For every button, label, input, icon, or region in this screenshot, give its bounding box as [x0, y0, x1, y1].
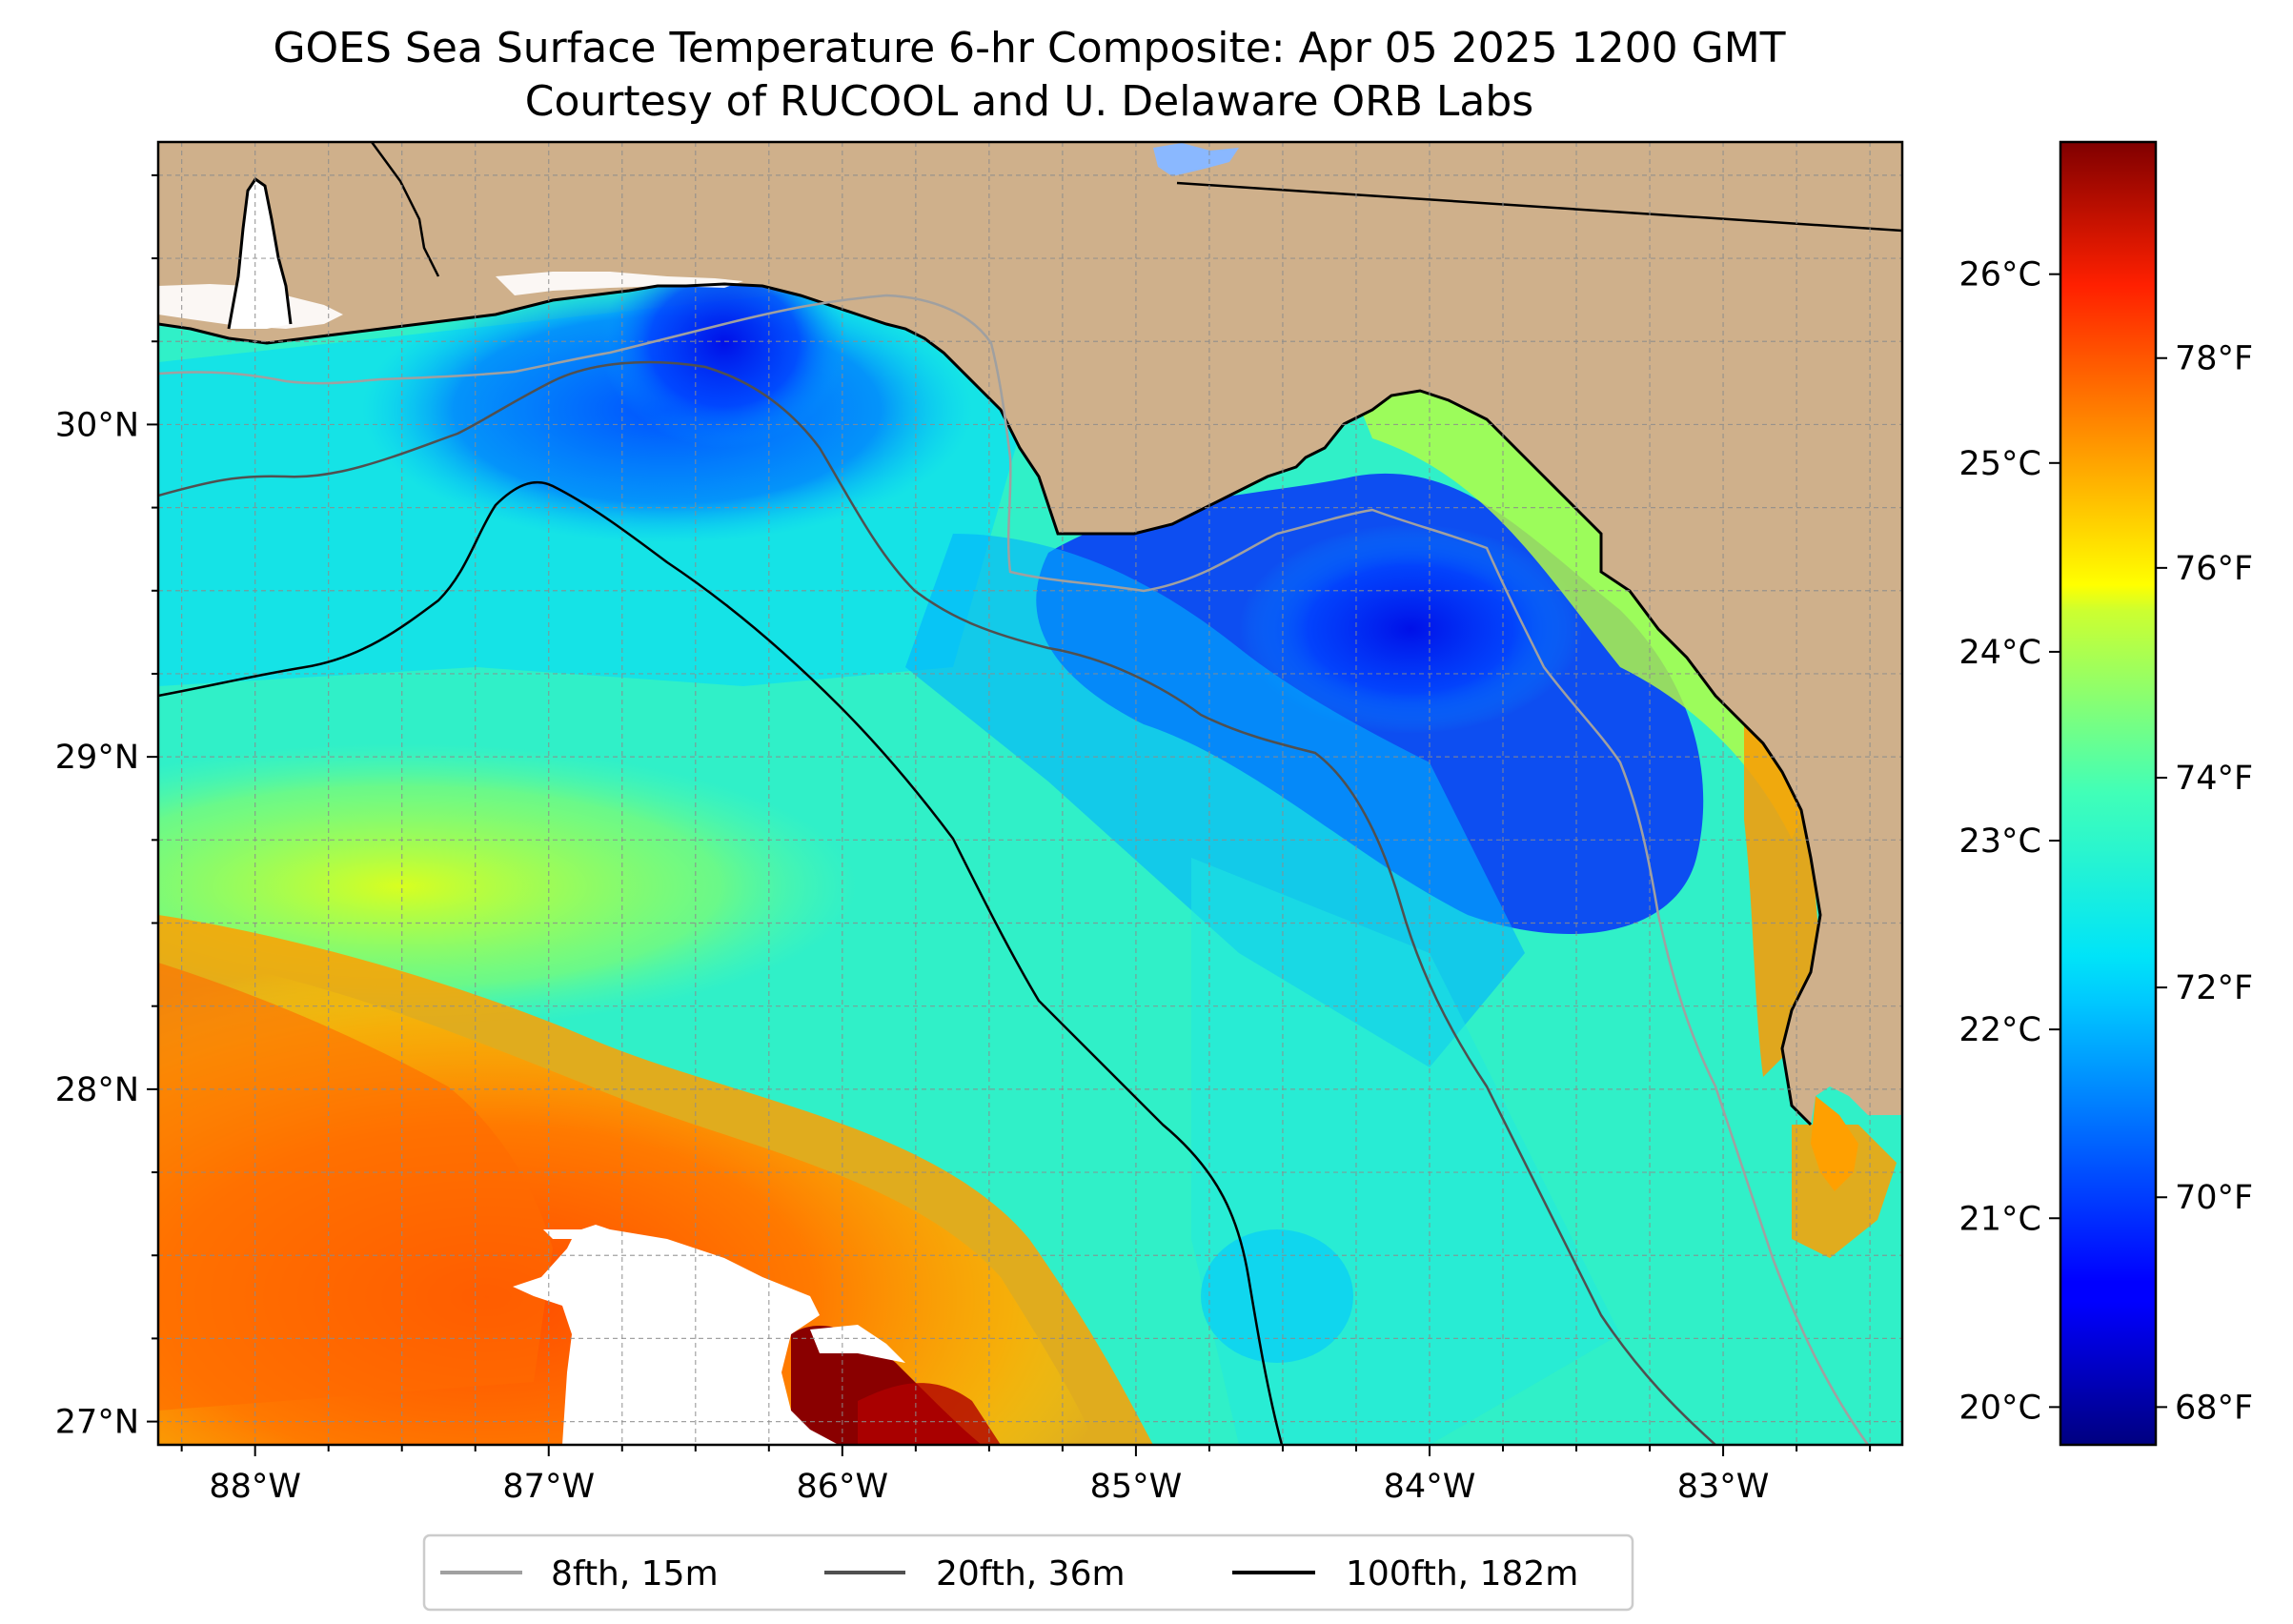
map-frame: [156, 140, 1904, 1447]
isobath-8fth-15m: [158, 294, 1870, 1445]
isobath-20fth-36m: [158, 360, 1716, 1445]
sst-field-hot-core-edge: [858, 1383, 1001, 1445]
x-tick-label: 88°W: [209, 1468, 301, 1506]
colorbar-label-f: 72°F: [2175, 969, 2253, 1007]
colorbar-label-c: 23°C: [1959, 822, 2041, 861]
legend: 8fth, 15m 20fth, 36m 100fth, 182m: [422, 1533, 1634, 1612]
sst-field-warm-core: [158, 963, 553, 1411]
sst-field-cold-center: [1239, 524, 1582, 734]
map-panel: [158, 142, 1902, 1445]
tampa-bay: [1811, 1096, 1858, 1191]
colorbar-label-f: 70°F: [2175, 1179, 2253, 1217]
state-boundary-line: [1176, 181, 1902, 233]
y-tick-label: 30°N: [55, 406, 139, 444]
x-tick-label: 84°W: [1384, 1468, 1476, 1506]
colorbar-label-f: 68°F: [2175, 1389, 2253, 1427]
colorbar-celsius-ticks: 20°C 21°C 22°C 23°C 24°C 25°C 26°C: [1959, 256, 2060, 1427]
y-tick-label: 27°N: [55, 1404, 139, 1442]
no-data-cloud-gap: [513, 1225, 839, 1445]
figure-subtitle: Courtesy of RUCOOL and U. Delaware ORB L…: [525, 77, 1533, 126]
colorbar-label-c: 26°C: [1959, 256, 2041, 294]
colorbar-label-f: 74°F: [2175, 760, 2253, 798]
x-tick-label: 83°W: [1677, 1468, 1770, 1506]
map-gridlines: [158, 142, 1902, 1445]
x-tick-label: 86°W: [797, 1468, 889, 1506]
colorbar-label-c: 22°C: [1959, 1011, 2041, 1049]
coastline-mobile-river: [370, 142, 440, 277]
colorbar-label-c: 21°C: [1959, 1200, 2041, 1238]
colorbar-label-f: 78°F: [2175, 340, 2253, 378]
coastline: [158, 282, 1822, 1127]
legend-label-100fth: 100fth, 182m: [1346, 1554, 1578, 1594]
colorbar: [2060, 142, 2156, 1445]
lake-seminole: [1153, 143, 1239, 176]
y-tick-label: 29°N: [55, 739, 139, 777]
colorbar-frame: [2059, 140, 2158, 1447]
pensacola-bay: [158, 284, 343, 329]
figure-title: GOES Sea Surface Temperature 6-hr Compos…: [273, 24, 1785, 72]
no-data-cloud-gap-east: [810, 1325, 905, 1363]
colorbar-label-f: 76°F: [2175, 550, 2253, 588]
legend-label-8fth: 8fth, 15m: [551, 1554, 719, 1594]
y-tick-label: 28°N: [55, 1071, 139, 1109]
x-axis-ticks: 88°W 87°W 86°W 85°W 84°W 83°W: [180, 1445, 1872, 1506]
colorbar-fahrenheit-ticks: 68°F 70°F 72°F 74°F 76°F 78°F: [2156, 340, 2253, 1427]
y-axis-ticks: 27°N 28°N 29°N 30°N: [55, 173, 158, 1442]
colorbar-label-c: 25°C: [1959, 445, 2041, 483]
choctawhatchee-bay: [496, 272, 743, 295]
x-tick-label: 87°W: [502, 1468, 595, 1506]
sst-field-nearshore-green: [1353, 383, 1811, 839]
sst-field-cyan-eddy: [1201, 1229, 1353, 1363]
x-tick-label: 85°W: [1090, 1468, 1183, 1506]
legend-box: [422, 1533, 1634, 1612]
legend-label-20fth: 20fth, 36m: [936, 1554, 1126, 1594]
colorbar-label-c: 24°C: [1959, 634, 2041, 672]
colorbar-label-c: 20°C: [1959, 1389, 2041, 1427]
land-mainland: [158, 142, 1902, 1125]
isobath-100fth-182m: [158, 480, 1284, 1445]
coastline-mobile-bay: [227, 176, 293, 330]
